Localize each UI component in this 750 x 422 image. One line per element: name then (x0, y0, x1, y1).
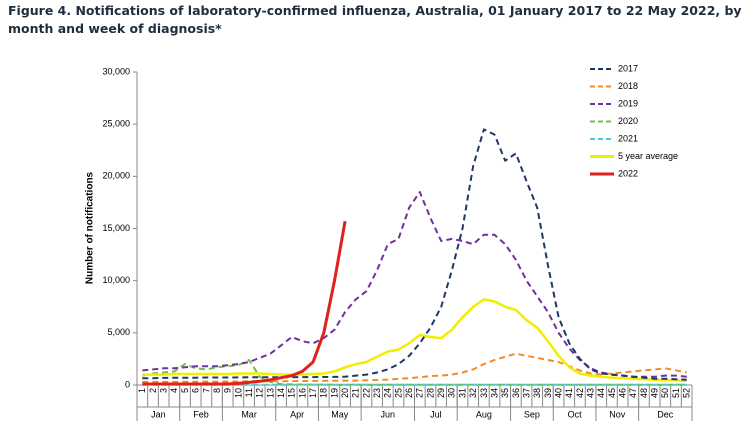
x-tick-label: 43 (585, 388, 595, 398)
x-tick-label: 34 (489, 388, 499, 398)
series-line (142, 352, 687, 383)
chart-title: Figure 4. Notifications of laboratory-co… (8, 3, 742, 36)
x-tick-label: 51 (671, 388, 681, 398)
x-tick-label: 50 (660, 388, 670, 398)
x-tick-label: 13 (265, 388, 275, 398)
x-tick-label: 32 (468, 388, 478, 398)
x-tick-label: 35 (500, 388, 510, 398)
x-tick-label: 39 (543, 388, 553, 398)
x-tick-label: 25 (393, 388, 403, 398)
x-tick-label: 38 (532, 388, 542, 398)
x-tick-label: 41 (564, 388, 574, 398)
month-label: Sep (524, 409, 540, 419)
x-tick-label: 52 (682, 388, 692, 398)
x-tick-label: 31 (457, 388, 467, 398)
legend-label: 2018 (618, 81, 638, 91)
month-label: Oct (568, 409, 583, 419)
legend-label: 2020 (618, 116, 638, 126)
y-axis-label: Number of notifications (85, 171, 96, 284)
x-tick-label: 46 (618, 388, 628, 398)
x-tick-label: 2 (148, 388, 158, 393)
x-tick-label: 1 (137, 388, 147, 393)
x-tick-label: 17 (308, 388, 318, 398)
x-tick-label: 6 (191, 388, 201, 393)
legend-label: 2021 (618, 133, 638, 143)
x-tick-label: 14 (276, 388, 286, 398)
y-tick-label: 30,000 (102, 66, 130, 76)
series-line (142, 128, 687, 381)
series-line (142, 220, 347, 386)
x-tick-label: 7 (201, 388, 211, 393)
x-tick-label: 5 (180, 388, 190, 393)
x-tick-label: 29 (436, 388, 446, 398)
x-tick-label: 20 (340, 388, 350, 398)
x-tick-label: 22 (361, 388, 371, 398)
x-tick-label: 26 (404, 388, 414, 398)
y-tick-label: 15,000 (102, 223, 130, 233)
x-tick-label: 24 (383, 388, 393, 398)
month-label: Jul (430, 409, 442, 419)
legend-label: 2017 (618, 63, 638, 73)
x-tick-label: 3 (159, 388, 169, 393)
x-tick-label: 45 (607, 388, 617, 398)
x-tick-label: 21 (351, 388, 361, 398)
x-tick-label: 42 (575, 388, 585, 398)
x-tick-label: 18 (319, 388, 329, 398)
x-tick-label: 8 (212, 388, 222, 393)
x-tick-label: 30 (447, 388, 457, 398)
series-line (142, 298, 687, 383)
month-label: Jan (151, 409, 166, 419)
x-tick-label: 49 (650, 388, 660, 398)
legend-label: 5 year average (618, 151, 678, 161)
month-label: Aug (476, 409, 492, 419)
month-label: Mar (241, 409, 257, 419)
x-tick-label: 40 (553, 388, 563, 398)
month-label: Nov (609, 409, 626, 419)
x-tick-label: 11 (244, 388, 254, 397)
x-tick-label: 4 (169, 388, 179, 393)
x-tick-label: 23 (372, 388, 382, 398)
x-tick-label: 15 (287, 388, 297, 398)
x-tick-label: 47 (628, 388, 638, 398)
x-tick-label: 44 (596, 388, 606, 398)
y-tick-label: 5,000 (107, 327, 130, 337)
month-label: Dec (657, 409, 674, 419)
legend-label: 2019 (618, 98, 638, 108)
x-tick-label: 10 (233, 388, 243, 398)
x-tick-label: 27 (415, 388, 425, 398)
legend-label: 2022 (618, 168, 638, 178)
x-tick-label: 28 (425, 388, 435, 398)
x-tick-label: 48 (639, 388, 649, 398)
x-tick-label: 37 (521, 388, 531, 398)
x-tick-label: 12 (255, 388, 265, 398)
month-label: Apr (290, 409, 304, 419)
month-label: Jun (381, 409, 396, 419)
x-tick-label: 9 (223, 388, 233, 393)
y-tick-label: 0 (125, 379, 130, 389)
month-label: May (331, 409, 349, 419)
y-tick-label: 25,000 (102, 119, 130, 129)
y-tick-label: 10,000 (102, 275, 130, 285)
x-tick-label: 36 (511, 388, 521, 398)
x-tick-label: 19 (329, 388, 339, 398)
x-tick-label: 33 (479, 388, 489, 398)
series-line (142, 359, 687, 386)
month-label: Feb (193, 409, 209, 419)
x-tick-label: 16 (297, 388, 307, 398)
y-tick-label: 20,000 (102, 171, 130, 181)
